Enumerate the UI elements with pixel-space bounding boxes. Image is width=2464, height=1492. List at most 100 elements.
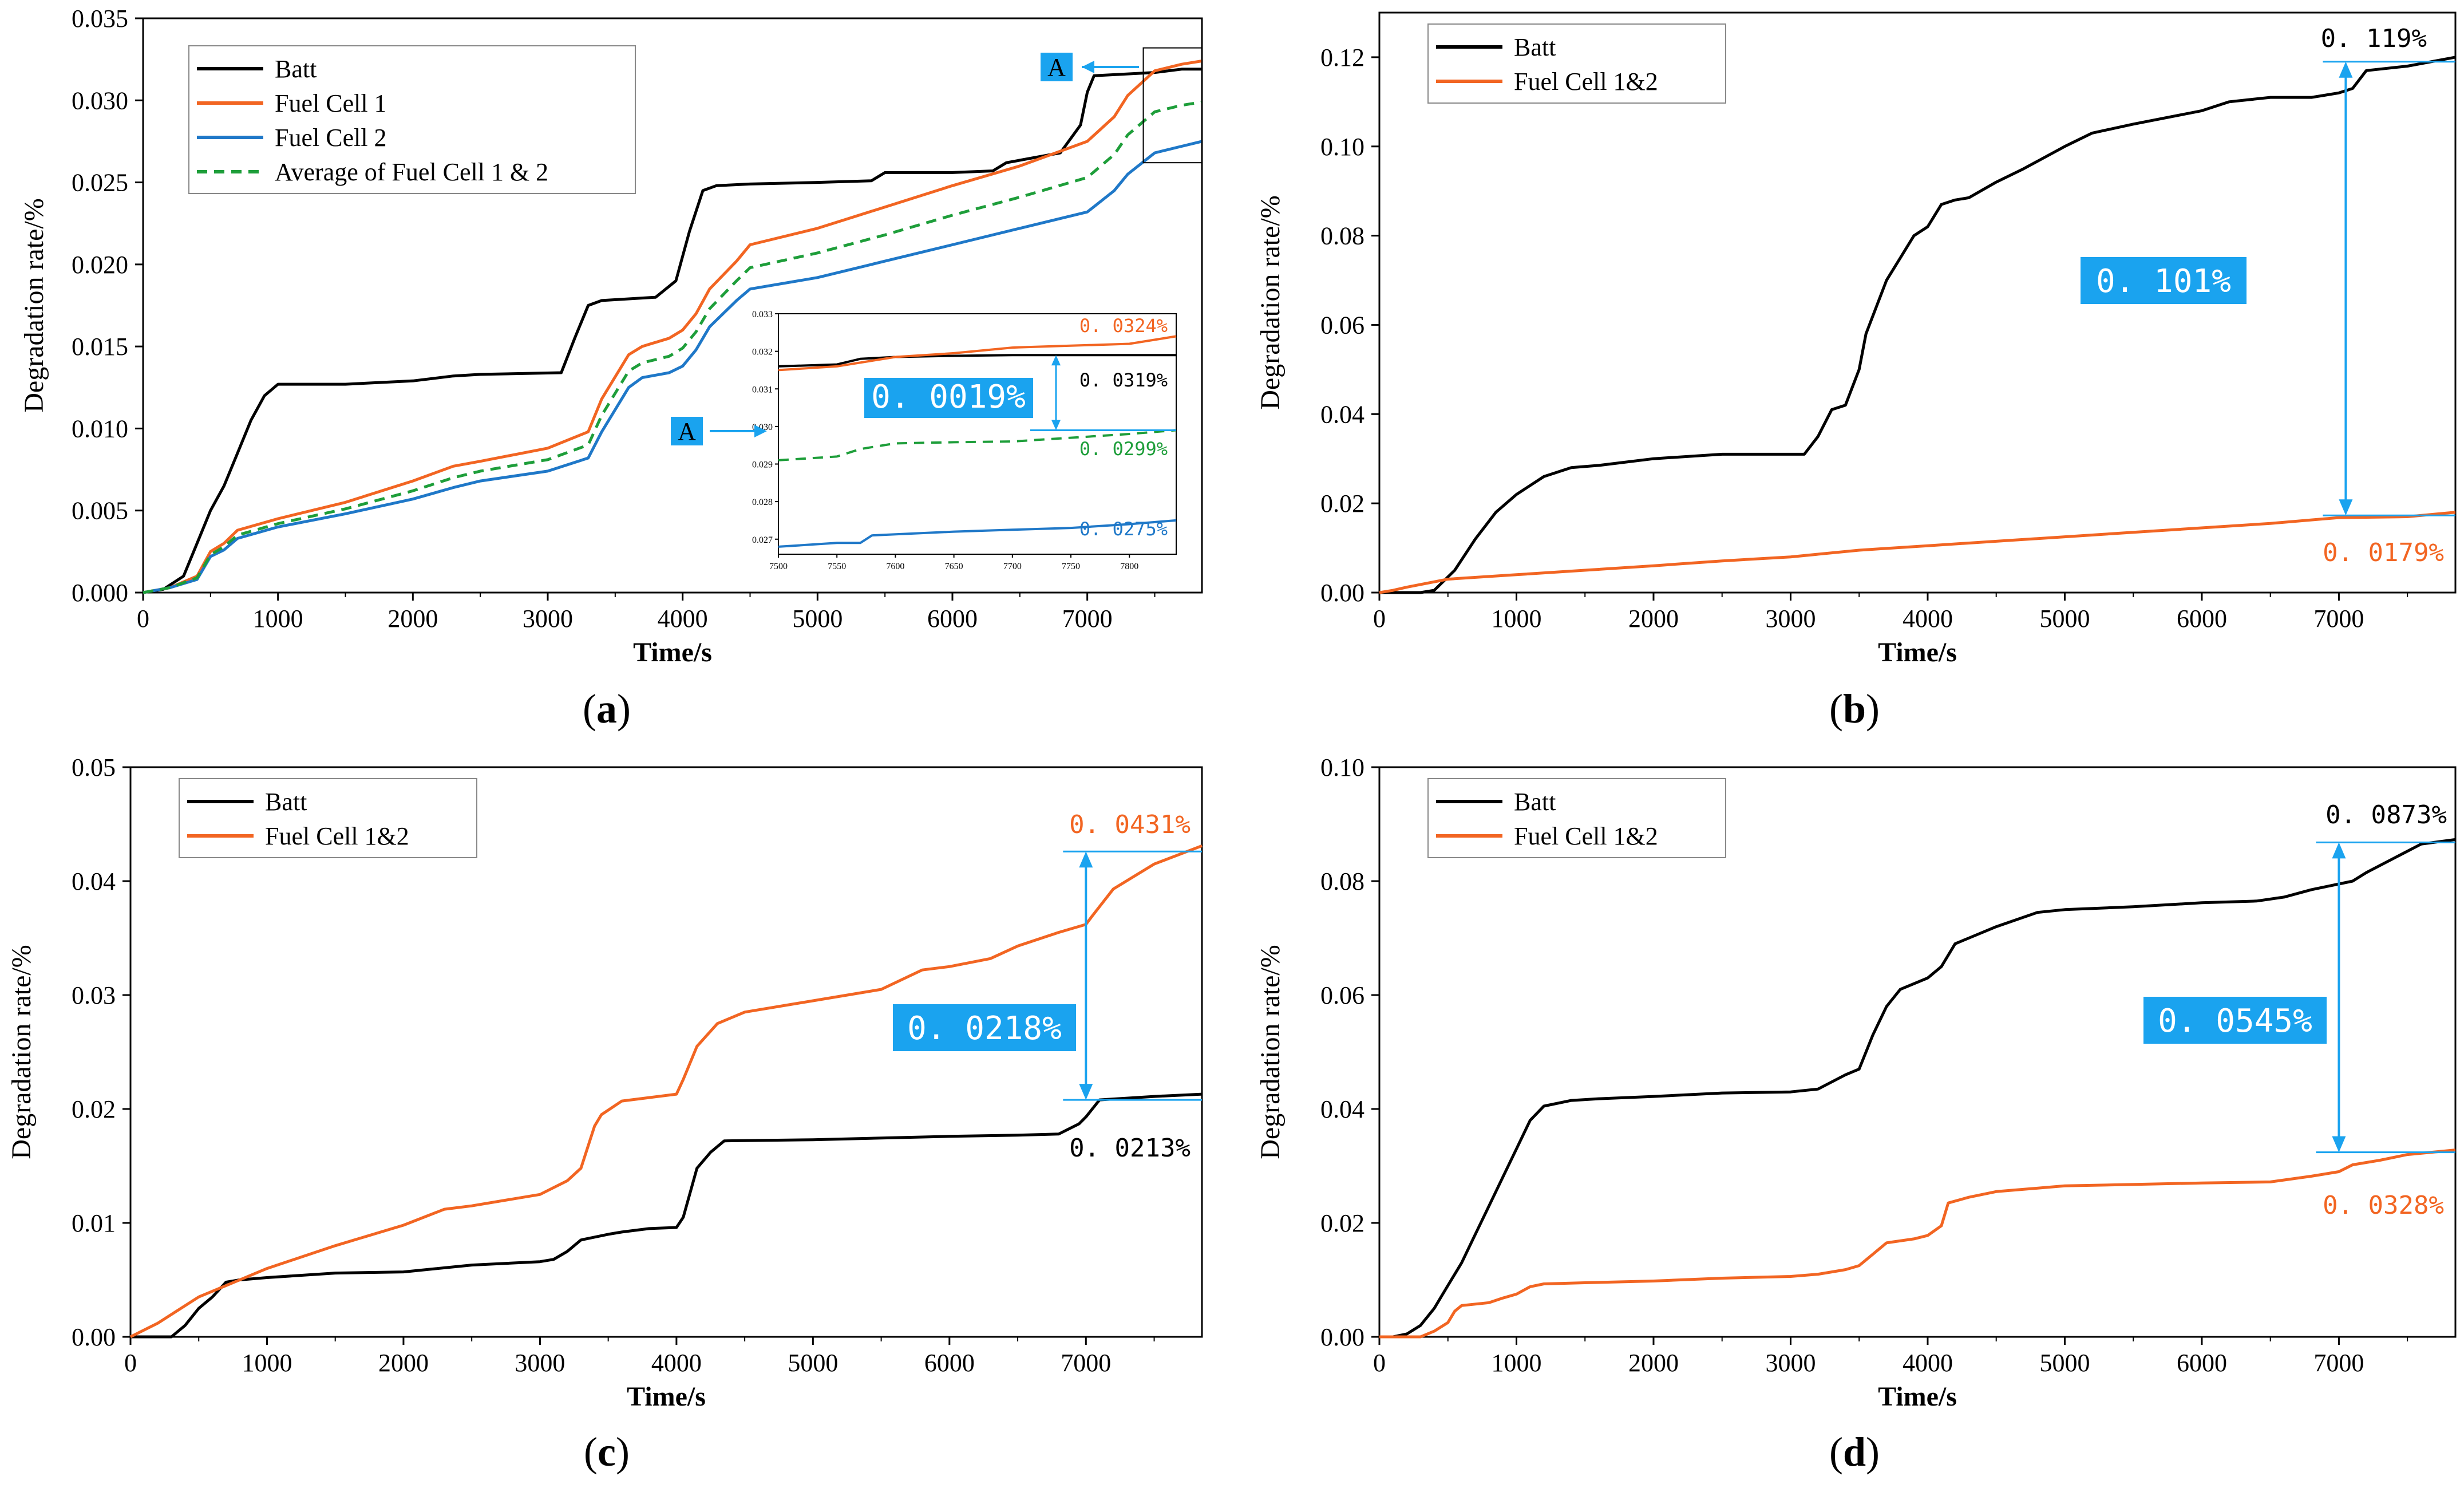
y-tick-label: 0.10 bbox=[1320, 753, 1365, 781]
x-tick-label: 7000 bbox=[1061, 1349, 1111, 1377]
y-tick-label: 0.00 bbox=[1320, 579, 1365, 607]
x-axis-label: Time/s bbox=[627, 1382, 706, 1412]
inset-x-tick-label: 7800 bbox=[1120, 562, 1138, 571]
series-line-fuel-cell-1-2 bbox=[1379, 1148, 2456, 1339]
inset-annotation: 0. 0324% bbox=[1079, 315, 1168, 337]
y-axis-label: Degradation rate/% bbox=[1255, 195, 1286, 409]
plot-frame bbox=[1378, 11, 2457, 594]
inset-y-tick-label: 0.033 bbox=[752, 310, 773, 319]
inset-label-box bbox=[671, 417, 703, 445]
x-tick-label: 4000 bbox=[651, 1349, 702, 1377]
callout-label: 0. 101% bbox=[2096, 263, 2231, 300]
x-tick-label: 2000 bbox=[1628, 1349, 1679, 1377]
chart-panel-a: 0 1000 2000 3000 4000 5000 6000 7000 0.000 0.005 0… bbox=[19, 5, 1203, 732]
series-line-fuel-cell-1 bbox=[143, 60, 1203, 594]
y-tick-label: 0.02 bbox=[1320, 490, 1365, 518]
y-tick-label: 0.005 bbox=[72, 497, 128, 525]
inset-y-tick-label: 0.027 bbox=[752, 535, 773, 545]
y-tick-label: 0.020 bbox=[72, 251, 128, 279]
y-tick-label: 0.04 bbox=[72, 867, 116, 895]
y-tick-label: 0.08 bbox=[1320, 222, 1365, 250]
x-tick-label: 2000 bbox=[378, 1349, 429, 1377]
inset-annotation: 0. 0319% bbox=[1079, 369, 1168, 391]
x-tick-label: 5000 bbox=[2039, 1349, 2090, 1377]
callout-label: 0. 0218% bbox=[907, 1010, 1062, 1047]
x-axis-label: Time/s bbox=[633, 637, 712, 668]
y-tick-label: 0.06 bbox=[1320, 981, 1365, 1009]
legend-box bbox=[179, 778, 477, 858]
x-tick-label: 1000 bbox=[253, 605, 303, 633]
legend-box bbox=[1427, 23, 1726, 104]
zoom-box bbox=[1142, 47, 1203, 164]
series-line-fuel-cell-1-2 bbox=[129, 844, 1203, 1339]
x-tick-label: 0 bbox=[1373, 1349, 1386, 1377]
x-tick-label: 5000 bbox=[792, 605, 843, 633]
plot-frame bbox=[129, 766, 1203, 1338]
y-tick-label: 0.025 bbox=[72, 169, 128, 197]
inset-y-tick-label: 0.029 bbox=[752, 460, 773, 470]
x-tick-label: 2000 bbox=[1628, 605, 1679, 633]
x-tick-label: 5000 bbox=[788, 1349, 838, 1377]
inset-annotation: 0. 0275% bbox=[1079, 518, 1168, 540]
inset-y-tick-label: 0.031 bbox=[752, 385, 773, 394]
y-tick-label: 0.00 bbox=[1320, 1323, 1365, 1351]
inset-y-tick-label: 0.028 bbox=[752, 498, 773, 507]
callout-arrow-head bbox=[2332, 842, 2346, 859]
difference-callout: 0. 0545% bbox=[2143, 997, 2327, 1044]
inset-pointer-head bbox=[754, 425, 767, 437]
callout-box bbox=[864, 378, 1033, 418]
x-tick-label: 6000 bbox=[927, 605, 978, 633]
callout-arrow-head bbox=[1079, 851, 1093, 868]
x-tick-label: 3000 bbox=[523, 605, 573, 633]
x-tick-label: 0 bbox=[137, 605, 149, 633]
callout-box bbox=[893, 1004, 1076, 1051]
x-axis-label: Time/s bbox=[1878, 637, 1957, 668]
series-line-batt bbox=[1379, 56, 2456, 594]
legend-label: Batt bbox=[1514, 788, 1556, 816]
panel-caption: (d) bbox=[1829, 1429, 1880, 1475]
end-value-annotation: 0. 0328% bbox=[2323, 1191, 2444, 1220]
y-tick-label: 0.010 bbox=[72, 415, 128, 443]
callout-label: 0. 0545% bbox=[2158, 1002, 2312, 1040]
y-tick-label: 0.00 bbox=[72, 1323, 116, 1351]
end-value-annotation: 0. 0873% bbox=[2325, 800, 2447, 830]
inset-annotation: 0. 0299% bbox=[1079, 438, 1168, 460]
x-tick-label: 2000 bbox=[387, 605, 438, 633]
callout-arrow-head bbox=[2339, 61, 2353, 78]
legend-label: Fuel Cell 1&2 bbox=[1514, 68, 1658, 96]
x-tick-label: 7000 bbox=[1062, 605, 1113, 633]
y-tick-label: 0.08 bbox=[1320, 867, 1365, 895]
series-line-fuel-cell-2 bbox=[143, 140, 1203, 594]
legend-label: Batt bbox=[265, 788, 307, 816]
y-tick-label: 0.12 bbox=[1320, 44, 1365, 72]
legend-label: Average of Fuel Cell 1 & 2 bbox=[275, 158, 548, 186]
inset-x-tick-label: 7600 bbox=[886, 562, 904, 571]
end-value-annotation: 0. 0179% bbox=[2323, 538, 2444, 567]
legend-box bbox=[1427, 778, 1726, 858]
x-tick-label: 3000 bbox=[1765, 1349, 1816, 1377]
legend-label: Fuel Cell 2 bbox=[275, 124, 387, 152]
legend-label: Fuel Cell 1 bbox=[275, 89, 387, 117]
y-tick-label: 0.10 bbox=[1320, 133, 1365, 161]
y-tick-label: 0.03 bbox=[72, 981, 116, 1009]
x-tick-label: 7000 bbox=[2313, 1349, 2364, 1377]
y-tick-label: 0.030 bbox=[72, 86, 128, 115]
chart-panel-c: 0 1000 2000 3000 4000 5000 6000 7000 0.00 0.01 0.0… bbox=[6, 753, 1203, 1475]
series-line-batt bbox=[778, 354, 1176, 368]
y-tick-label: 0.06 bbox=[1320, 311, 1365, 339]
end-value-annotation: 0. 0213% bbox=[1069, 1134, 1191, 1163]
y-tick-label: 0.02 bbox=[72, 1095, 116, 1123]
end-value-annotation: 0. 0431% bbox=[1069, 810, 1191, 839]
x-tick-label: 6000 bbox=[2177, 605, 2227, 633]
x-tick-label: 4000 bbox=[1903, 605, 1953, 633]
legend-label: Batt bbox=[1514, 33, 1556, 61]
inset-x-tick-label: 7550 bbox=[828, 562, 846, 571]
inset-x-tick-label: 7700 bbox=[1003, 562, 1022, 571]
x-tick-label: 1000 bbox=[1491, 1349, 1541, 1377]
series-line-average-of-fuel-cell-1-2 bbox=[143, 100, 1203, 594]
panel-caption: (a) bbox=[583, 686, 631, 732]
callout-label: 0. 0019% bbox=[871, 378, 1026, 416]
x-tick-label: 6000 bbox=[924, 1349, 975, 1377]
y-tick-label: 0.04 bbox=[1320, 400, 1365, 428]
